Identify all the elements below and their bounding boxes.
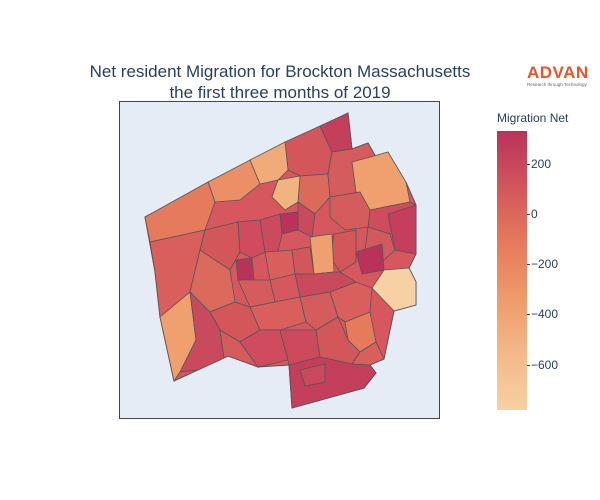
colorbar-tick-label: −600 [526,357,559,372]
tract [294,271,357,298]
colorbar-title: Migration Net [497,111,569,125]
tract [299,363,326,387]
logo-wordmark: ADVAN [527,63,589,82]
tract [237,219,266,259]
chart-title-line-2: the first three months of 2019 [169,83,391,102]
tract [259,213,283,253]
tract [219,329,260,368]
map-frame [119,101,440,419]
logo-tagline: Research through Technology [527,82,587,87]
tract [279,211,299,235]
tract [249,141,289,185]
tract [144,181,216,243]
chart-title-line-1: Net resident Migration for Brockton Mass… [89,62,471,81]
colorbar-tick-label: 0 [527,206,538,221]
tract [309,233,335,275]
colorbar-tick-label: −200 [526,257,559,272]
tract [199,221,241,271]
colorbar [497,131,527,410]
tract [288,356,377,409]
choropleth-map[interactable] [120,102,439,418]
tract [235,257,255,281]
colorbar-tick-label: −400 [526,307,559,322]
tract [179,290,225,373]
tract [271,175,301,211]
advan-logo: ADVAN Research through Technology [527,64,597,88]
tract [387,204,417,255]
tract [291,246,315,275]
tract [297,201,316,238]
colorbar-tick-label: 200 [526,156,552,171]
